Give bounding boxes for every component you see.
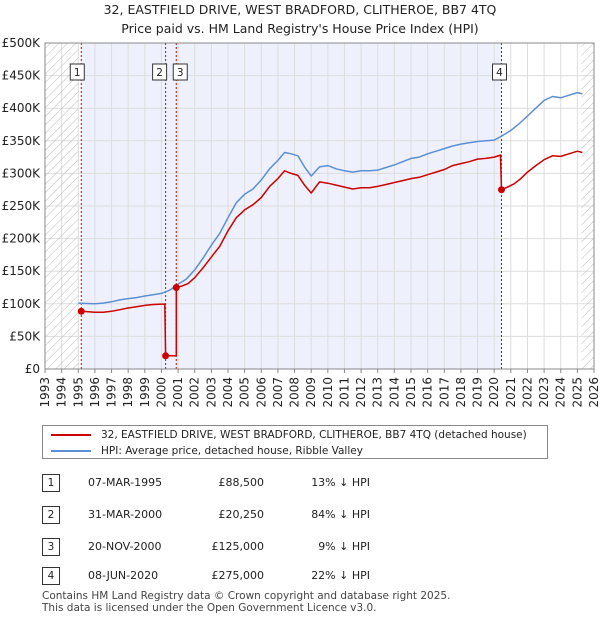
sale-label: 4 [496, 67, 503, 79]
footer-licence: This data is licensed under the Open Gov… [42, 602, 377, 614]
x-tick-label: 1997 [105, 377, 119, 408]
y-tick-label: £100K [2, 297, 42, 311]
x-tick-label: 2012 [354, 377, 368, 408]
transaction-price: £20,250 [218, 508, 265, 521]
legend-swatch-hpi [51, 450, 91, 452]
y-tick-label: £450K [2, 69, 42, 83]
hatched-area [45, 43, 79, 369]
x-tick-label: 2018 [454, 377, 468, 408]
transaction-price: £88,500 [218, 476, 265, 489]
x-tick-label: 2015 [404, 377, 418, 408]
x-tick-label: 2003 [204, 377, 218, 408]
transaction-hpi-diff: 84% ↓ HPI [311, 508, 370, 521]
legend-item-hpi: HPI: Average price, detached house, Ribb… [51, 443, 363, 459]
footer-copyright: Contains HM Land Registry data © Crown c… [42, 590, 451, 602]
legend-item-property: 32, EASTFIELD DRIVE, WEST BRADFORD, CLIT… [51, 427, 527, 443]
y-tick-label: £150K [2, 264, 42, 278]
table-row: 1 07-MAR-1995 £88,500 13% ↓ HPI [0, 474, 600, 496]
y-tick-label: £0 [25, 362, 40, 376]
plot-frame [44, 42, 595, 370]
sale-label-box [172, 63, 188, 81]
y-tick-label: £250K [2, 199, 42, 213]
transaction-number: 1 [42, 474, 60, 492]
x-tick-label: 2007 [271, 377, 285, 408]
x-tick-label: 2014 [387, 377, 401, 408]
y-tick-label: £500K [2, 36, 42, 50]
x-tick-label: 2008 [288, 377, 302, 408]
x-tick-label: 2005 [238, 377, 252, 408]
sale-point [498, 186, 506, 194]
x-tick-label: 2016 [421, 377, 435, 408]
transaction-price: £125,000 [211, 540, 265, 553]
footer: Contains HM Land Registry data © Crown c… [42, 590, 450, 614]
sale-label: 2 [156, 67, 163, 79]
x-tick-label: 2026 [587, 377, 600, 408]
x-tick-label: 2004 [221, 377, 235, 408]
x-tick-label: 1999 [138, 377, 152, 408]
x-tick-label: 2019 [471, 377, 485, 408]
x-tick-label: 2001 [171, 377, 185, 408]
x-tick-label: 2020 [487, 377, 501, 408]
transaction-hpi-diff: 13% ↓ HPI [311, 476, 370, 489]
x-tick-label: 2025 [570, 377, 584, 408]
chart-legend: 32, EASTFIELD DRIVE, WEST BRADFORD, CLIT… [42, 425, 548, 459]
transaction-date: 31-MAR-2000 [88, 508, 163, 521]
sale-point [162, 352, 170, 360]
sale-label: 1 [74, 67, 81, 79]
transaction-number: 3 [42, 538, 60, 556]
x-tick-label: 1994 [55, 377, 69, 408]
x-tick-label: 2024 [554, 377, 568, 408]
x-tick-label: 2023 [537, 377, 551, 408]
x-tick-label: 2002 [188, 377, 202, 408]
transaction-number: 4 [42, 567, 60, 585]
hpi-line [78, 91, 583, 305]
chart-subtitle: Price paid vs. HM Land Registry's House … [121, 21, 478, 36]
sale-point [77, 307, 85, 315]
sale-point [172, 284, 180, 291]
table-row: 2 31-MAR-2000 £20,250 84% ↓ HPI [0, 506, 600, 528]
transaction-price: £275,000 [211, 569, 265, 582]
hatched-area [581, 43, 594, 369]
y-tick-label: £400K [2, 101, 42, 115]
x-tick-label: 2017 [437, 377, 451, 408]
x-tick-label: 1996 [88, 377, 102, 408]
sale-label: 3 [177, 67, 184, 79]
x-tick-label: 2011 [337, 377, 351, 408]
sale-label-box [69, 63, 85, 81]
transaction-date: 20-NOV-2000 [88, 540, 162, 553]
y-tick-label: £50K [9, 329, 41, 343]
price-chart: 32, EASTFIELD DRIVE, WEST BRADFORD, CLIT… [2, 2, 600, 408]
transaction-hpi-diff: 9% ↓ HPI [318, 540, 370, 553]
table-row: 4 08-JUN-2020 £275,000 22% ↓ HPI [0, 567, 600, 589]
table-row: 3 20-NOV-2000 £125,000 9% ↓ HPI [0, 538, 600, 560]
x-tick-label: 2022 [520, 377, 534, 408]
y-tick-label: £350K [2, 134, 42, 148]
y-tick-label: £300K [2, 166, 42, 180]
sale-label-box [152, 63, 168, 81]
transaction-date: 08-JUN-2020 [88, 569, 159, 582]
transaction-hpi-diff: 22% ↓ HPI [311, 569, 370, 582]
x-tick-label: 1993 [38, 377, 52, 408]
x-tick-label: 2010 [321, 377, 335, 408]
x-tick-label: 2013 [371, 377, 385, 408]
x-tick-label: 2009 [304, 377, 318, 408]
x-tick-label: 1998 [121, 377, 135, 408]
x-tick-label: 2021 [504, 377, 518, 408]
transaction-number: 2 [42, 506, 60, 524]
legend-label-hpi: HPI: Average price, detached house, Ribb… [101, 445, 363, 457]
x-tick-label: 2006 [254, 377, 268, 408]
property-price-line [81, 150, 583, 357]
transaction-date: 07-MAR-1995 [88, 476, 163, 489]
legend-label-property: 32, EASTFIELD DRIVE, WEST BRADFORD, CLIT… [101, 429, 527, 441]
legend-swatch-property [51, 434, 91, 436]
y-tick-label: £200K [2, 232, 42, 246]
x-tick-label: 1995 [71, 377, 85, 408]
sale-label-box [492, 63, 508, 81]
chart-title: 32, EASTFIELD DRIVE, WEST BRADFORD, CLIT… [104, 2, 497, 17]
x-tick-label: 2000 [154, 377, 168, 408]
